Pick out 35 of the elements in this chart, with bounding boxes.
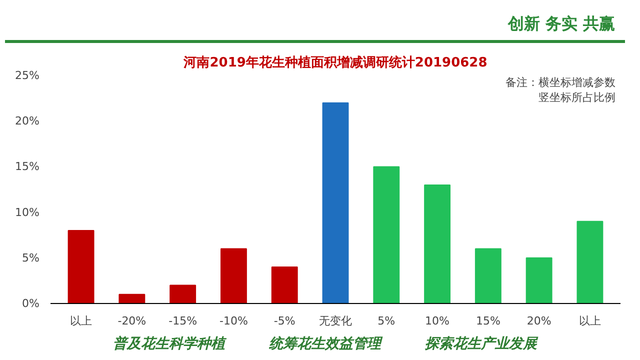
x-tick-label: -5%: [274, 314, 296, 328]
bar: [118, 294, 146, 304]
x-tick-label: 5%: [378, 314, 396, 328]
y-tick-label: 0%: [22, 297, 40, 310]
y-tick-label: 25%: [15, 69, 40, 82]
x-tick-label: 以上: [70, 314, 92, 328]
x-tick-label: 无变化: [319, 314, 352, 328]
chart-title: 河南2019年花生种植面积增减调研统计20190628: [182, 54, 488, 70]
x-tick-label: 以上: [578, 314, 601, 328]
text: 统筹花生效益管理: [269, 336, 381, 352]
bar: [271, 266, 298, 304]
bar: [170, 284, 196, 304]
y-tick-label: 15%: [15, 160, 40, 174]
annotation: 竖坐标所占比例: [538, 90, 616, 104]
bar: [220, 248, 247, 304]
x-tick-label: -10%: [220, 314, 248, 328]
text: 普及花生科学种植: [113, 336, 225, 352]
x-tick-label: 10%: [425, 314, 450, 328]
text: 探索花生产业发展: [425, 336, 537, 352]
bar: [526, 257, 552, 304]
y-tick-label: 10%: [15, 206, 40, 219]
bar: [576, 220, 604, 304]
annotation: 备注：横坐标增减参数: [505, 76, 616, 90]
text: 创新 务实 共赢: [5, 5, 625, 43]
y-tick-label: 5%: [22, 251, 40, 264]
bar: [373, 166, 400, 304]
x-tick-label: -15%: [168, 314, 198, 328]
x-tick-label: 15%: [476, 314, 500, 328]
bar: [424, 184, 451, 304]
bar: [474, 248, 502, 304]
x-tick-label: -20%: [118, 314, 146, 328]
x-tick-label: 20%: [526, 314, 552, 328]
bar: [68, 230, 94, 304]
bar: [322, 102, 349, 304]
y-tick-label: 20%: [15, 114, 40, 128]
